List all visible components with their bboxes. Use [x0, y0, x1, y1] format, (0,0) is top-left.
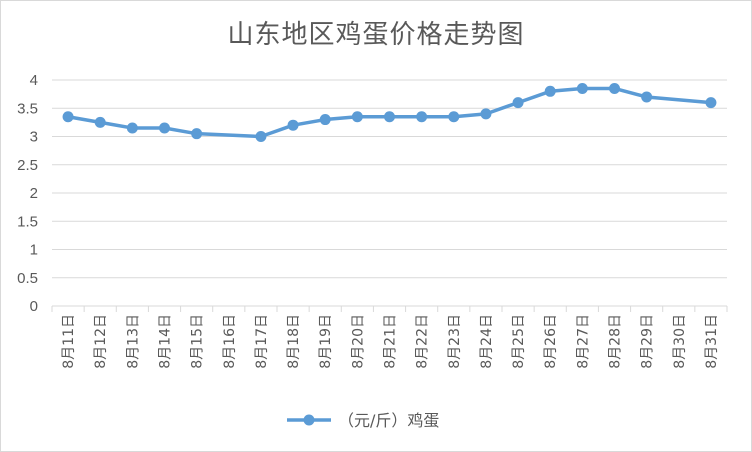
data-point: [609, 82, 620, 94]
y-tick-label: 4: [30, 72, 38, 89]
data-point: [512, 97, 524, 109]
y-tick-label: 0: [30, 298, 38, 315]
x-tick-label: 8月27日: [575, 314, 591, 369]
legend-marker-swatch: [303, 414, 315, 426]
x-tick-label: 8月22日: [415, 314, 431, 369]
x-tick-label: 8月16日: [222, 314, 238, 369]
legend-label: （元/斤）鸡蛋: [338, 411, 439, 430]
x-tick-label: 8月30日: [672, 314, 688, 369]
data-point: [544, 85, 556, 97]
data-point: [159, 122, 170, 134]
x-tick-label: 8月13日: [125, 314, 141, 369]
data-point: [384, 111, 395, 123]
y-tick-label: 2.5: [17, 157, 38, 174]
data-point: [705, 97, 717, 109]
chart-title: 山东地区鸡蛋价格走势图: [227, 20, 525, 50]
y-tick-label: 3.5: [17, 100, 38, 117]
x-tick-label: 8月15日: [190, 314, 206, 369]
data-point: [319, 114, 331, 126]
data-point: [255, 131, 267, 142]
legend: （元/斤）鸡蛋: [287, 411, 439, 430]
x-tick-label: 8月11日: [61, 314, 77, 369]
y-tick-label: 3: [30, 129, 38, 146]
x-axis-ticks: 8月11日 8月12日 8月13日 8月14日 8月15日 8月16日 8月17日 8月18日…: [61, 314, 720, 369]
data-point: [191, 128, 203, 140]
y-tick-label: 1.5: [17, 213, 38, 230]
x-tick-label: 8月19日: [318, 314, 334, 369]
x-tick-label: 8月23日: [447, 314, 463, 369]
x-axis: [51, 305, 728, 312]
data-point: [351, 111, 363, 123]
x-tick-label: 8月14日: [158, 314, 174, 369]
x-tick-label: 8月17日: [254, 314, 270, 369]
data-point: [287, 119, 299, 131]
data-point: [126, 122, 138, 134]
x-tick-label: 8月21日: [383, 314, 399, 369]
data-point: [576, 82, 588, 94]
x-tick-label: 8月26日: [543, 314, 559, 369]
data-point: [448, 111, 460, 123]
x-tick-label: 8月20日: [350, 314, 366, 369]
x-tick-label: 8月28日: [608, 314, 624, 369]
y-axis-ticks: 0 0.5 1 1.5 2 2.5 3 3.5 4: [17, 72, 38, 315]
grid-lines: [52, 79, 727, 279]
x-tick-label: 8月31日: [704, 314, 720, 369]
series-egg-price: [62, 82, 717, 142]
data-point: [94, 116, 106, 128]
data-point: [641, 91, 653, 103]
data-point: [62, 111, 74, 123]
data-point: [416, 111, 428, 123]
x-tick-label: 8月24日: [479, 314, 495, 369]
y-tick-label: 0.5: [17, 270, 38, 287]
y-tick-label: 1: [30, 242, 38, 259]
x-tick-label: 8月25日: [511, 314, 527, 369]
y-tick-label: 2: [30, 185, 38, 202]
x-tick-label: 8月12日: [93, 314, 109, 369]
x-tick-label: 8月29日: [640, 314, 656, 369]
x-tick-label: 8月18日: [286, 314, 302, 369]
data-point: [480, 108, 492, 120]
